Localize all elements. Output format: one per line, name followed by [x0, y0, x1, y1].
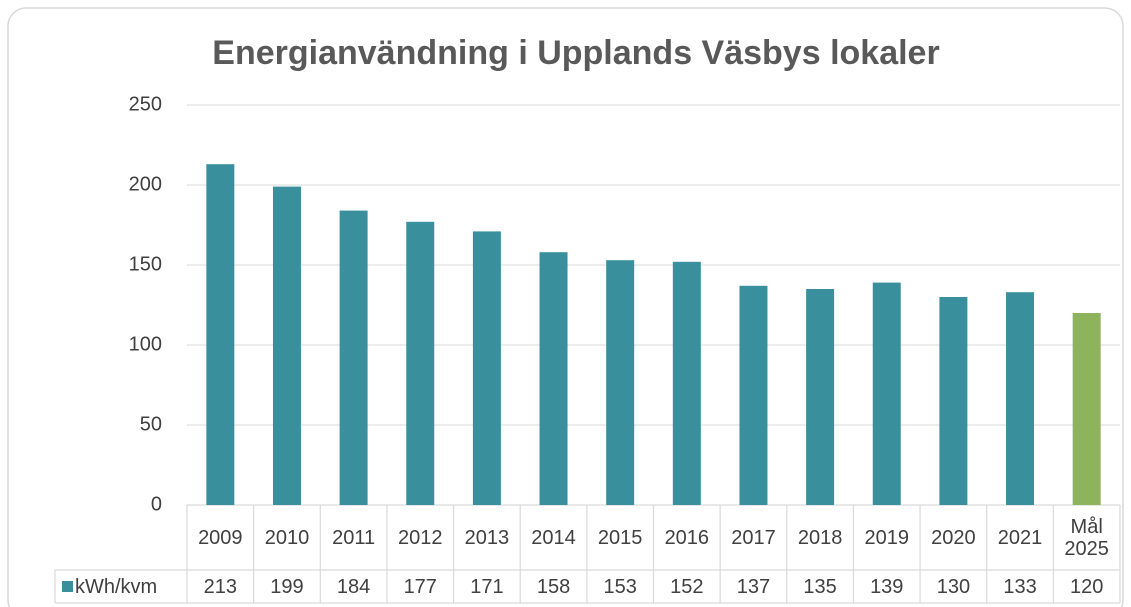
x-tick-cell: 2020 — [931, 526, 976, 549]
x-tick-cell: 2010 — [264, 526, 310, 549]
bar — [606, 260, 635, 505]
data-label: 199 — [270, 576, 303, 598]
x-tick-label: 2013 — [464, 526, 510, 549]
bar — [539, 252, 568, 505]
x-tick-cell: 2014 — [531, 526, 576, 549]
x-tick-label: 2010 — [264, 526, 310, 549]
data-label: 137 — [737, 576, 770, 598]
bar — [672, 261, 701, 505]
y-tick-label: 0 — [151, 493, 162, 515]
bar — [872, 282, 901, 505]
x-tick-label: 2016 — [664, 526, 710, 549]
data-label: 152 — [670, 576, 703, 598]
data-label: 213 — [204, 576, 237, 598]
x-tick-label: 2018 — [797, 526, 843, 549]
bar — [1006, 292, 1035, 505]
data-label: 171 — [470, 576, 503, 598]
data-label: 135 — [803, 576, 836, 598]
x-tick-cell: 2021 — [997, 526, 1043, 549]
bar — [206, 164, 235, 505]
x-tick-label: 2014 — [531, 526, 576, 549]
y-tick-label: 200 — [129, 173, 162, 195]
bar — [339, 210, 368, 505]
x-tick-label: 2020 — [931, 526, 976, 549]
x-tick-cell: 2013 — [464, 526, 510, 549]
legend-label: kWh/kvm — [75, 576, 157, 598]
data-label: 153 — [603, 576, 636, 598]
data-label: 130 — [937, 576, 970, 598]
bar — [1072, 313, 1101, 505]
bar — [406, 221, 435, 506]
bar — [939, 297, 968, 505]
y-tick-label: 100 — [129, 333, 162, 355]
data-label: 139 — [870, 576, 903, 598]
y-tick-label: 250 — [129, 93, 162, 115]
x-tick-label: 2009 — [198, 526, 243, 549]
x-tick-label: 2017 — [731, 526, 776, 549]
x-tick-cell: 2011 — [332, 526, 376, 549]
data-label: 120 — [1070, 576, 1103, 598]
x-tick-cell: Mål 2025 — [1064, 515, 1109, 560]
chart-title: Energianvändning i Upplands Väsbys lokal… — [212, 34, 939, 72]
bar — [806, 289, 835, 505]
x-tick-cell: 2009 — [198, 526, 243, 549]
x-tick-label: 2012 — [397, 526, 443, 549]
x-tick-label: 2015 — [597, 526, 643, 549]
y-tick-label: 150 — [129, 253, 162, 275]
x-tick-cell: 2019 — [864, 526, 909, 549]
data-label: 158 — [537, 576, 570, 598]
x-tick-cell: 2017 — [731, 526, 776, 549]
bar — [739, 285, 768, 505]
x-tick-label: 2021 — [997, 526, 1043, 549]
bar — [272, 186, 301, 505]
x-tick-cell: 2018 — [797, 526, 843, 549]
y-tick-label: 50 — [140, 413, 162, 435]
data-label: 184 — [337, 576, 370, 598]
x-tick-label: 2019 — [864, 526, 909, 549]
x-tick-label: Mål 2025 — [1064, 515, 1109, 560]
legend-key — [62, 581, 73, 592]
data-label: 177 — [404, 576, 437, 598]
x-tick-cell: 2015 — [597, 526, 643, 549]
bar — [472, 231, 501, 505]
x-tick-cell: 2016 — [664, 526, 710, 549]
data-label: 133 — [1003, 576, 1036, 598]
x-tick-label: 2011 — [332, 526, 376, 549]
x-tick-cell: 2012 — [397, 526, 443, 549]
